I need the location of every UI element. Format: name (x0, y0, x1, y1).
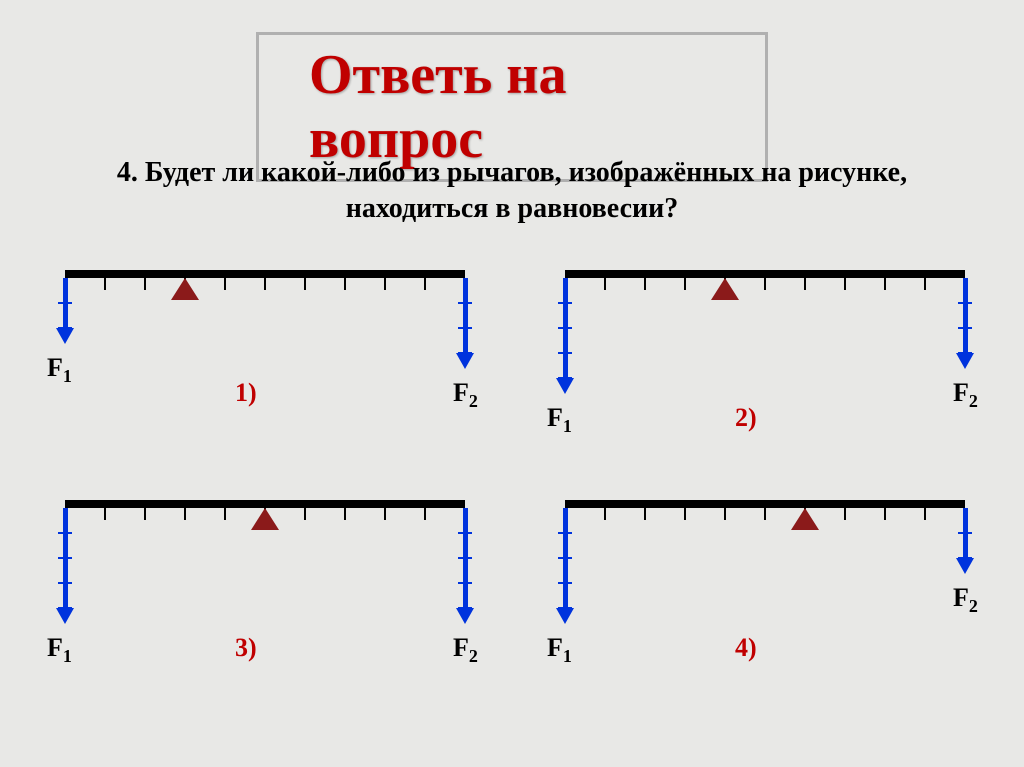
tick (884, 508, 886, 520)
beam (565, 500, 965, 508)
lever-diagram-3: F1 F2 3) (45, 500, 485, 700)
force-label-f2: F2 (453, 633, 478, 667)
diagram-number: 3) (235, 633, 257, 663)
tick (684, 278, 686, 290)
tick (644, 508, 646, 520)
tick (224, 508, 226, 520)
tick (724, 508, 726, 520)
tick (644, 278, 646, 290)
diagram-number: 2) (735, 403, 757, 433)
tick (764, 508, 766, 520)
tick (844, 278, 846, 290)
force-label-f1: F1 (47, 353, 72, 387)
tick (104, 508, 106, 520)
tick (424, 278, 426, 290)
beam (565, 270, 965, 278)
diagram-number: 1) (235, 378, 257, 408)
tick (104, 278, 106, 290)
tick (844, 508, 846, 520)
tick (344, 278, 346, 290)
tick (604, 508, 606, 520)
beam (65, 500, 465, 508)
tick (344, 508, 346, 520)
tick (424, 508, 426, 520)
fulcrum (791, 508, 819, 530)
tick (144, 508, 146, 520)
force-label-f2: F2 (453, 378, 478, 412)
lever-diagram-2: F1 F2 2) (545, 270, 985, 470)
lever-diagram-4: F1 F2 4) (545, 500, 985, 700)
tick (764, 278, 766, 290)
tick (684, 508, 686, 520)
tick (264, 278, 266, 290)
tick (224, 278, 226, 290)
tick (304, 278, 306, 290)
force-label-f1: F1 (547, 403, 572, 437)
tick (604, 278, 606, 290)
fulcrum (171, 278, 199, 300)
tick (384, 278, 386, 290)
question-text: 4. Будет ли какой-либо из рычагов, изобр… (62, 155, 962, 228)
tick (304, 508, 306, 520)
tick (804, 278, 806, 290)
force-label-f2: F2 (953, 583, 978, 617)
tick (884, 278, 886, 290)
tick (184, 508, 186, 520)
force-label-f2: F2 (953, 378, 978, 412)
diagram-number: 4) (735, 633, 757, 663)
tick (924, 508, 926, 520)
page-title: Ответь на вопрос (309, 43, 715, 171)
tick (924, 278, 926, 290)
lever-diagram-1: F1 F2 1) (45, 270, 485, 470)
force-label-f1: F1 (547, 633, 572, 667)
beam (65, 270, 465, 278)
tick (384, 508, 386, 520)
fulcrum (711, 278, 739, 300)
fulcrum (251, 508, 279, 530)
tick (144, 278, 146, 290)
force-label-f1: F1 (47, 633, 72, 667)
